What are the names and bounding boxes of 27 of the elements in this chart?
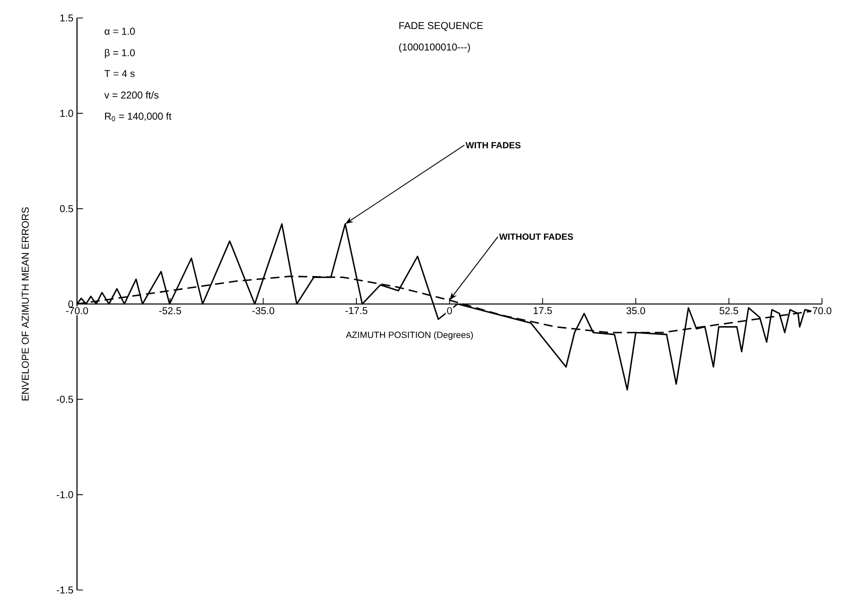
- annotation: (1000100010---): [399, 43, 470, 52]
- text: WITHOUT FADES: [499, 234, 573, 240]
- y-tick-label: 0: [68, 300, 74, 308]
- annotation: β = 1.0: [104, 48, 135, 58]
- annotation: T = 4 s: [104, 70, 135, 78]
- x-tick-label: 17.5: [534, 307, 552, 314]
- y-axis-title: ENVELOPE OF AZIMUTH MEAN ERRORS: [22, 207, 29, 400]
- y-tick-label: -1.0: [56, 491, 74, 498]
- annotation: v = 2200 ft/s: [104, 91, 158, 99]
- x-tick-label: 0: [447, 307, 452, 314]
- y-tick-label: -0.5: [56, 396, 74, 403]
- x-axis-title: AZIMUTH POSITION (Degrees): [346, 331, 473, 340]
- y-tick-label: 1.5: [60, 14, 74, 22]
- x-tick-label: 52.5: [720, 307, 738, 314]
- x-tick-label: -35.0: [252, 307, 274, 314]
- y-tick-label: 1.0: [60, 110, 74, 117]
- x-tick-label: -70.0: [66, 307, 88, 314]
- x-tick-label: 70.0: [812, 307, 832, 314]
- y-tick-label: 0.5: [60, 205, 74, 212]
- text: WITH FADES: [466, 142, 521, 148]
- x-tick-label: -52.5: [159, 307, 182, 314]
- x-tick-label: -17.5: [345, 307, 368, 314]
- x-tick-label: 35.0: [626, 307, 646, 314]
- annotation: α = 1.0: [104, 28, 135, 35]
- y-tick-label: -1.5: [56, 586, 74, 594]
- annotation: R$_{0}$ = 140,000 ft: [105, 112, 172, 122]
- annotation: FADE SEQUENCE: [399, 22, 483, 31]
